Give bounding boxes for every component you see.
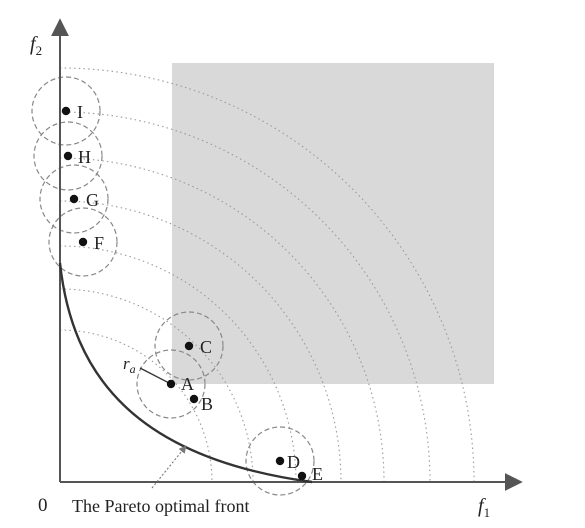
point-label-E: E — [312, 464, 323, 484]
circle-F — [48, 207, 118, 277]
point-C — [184, 341, 194, 351]
point-label-B: B — [201, 394, 213, 414]
origin-label: 0 — [38, 495, 48, 516]
pareto-front-label: The Pareto optimal front — [72, 496, 249, 516]
dominated-region — [172, 63, 494, 384]
y-axis-label: f2 — [30, 33, 42, 58]
dotted-arc-2 — [59, 288, 254, 483]
point-label-H: H — [78, 147, 91, 167]
point-label-I: I — [77, 102, 83, 122]
solution-points: I H G F CAB DE — [61, 102, 323, 484]
circle-D — [245, 426, 315, 496]
dotted-arc-1 — [59, 329, 213, 483]
circle-G — [39, 164, 109, 234]
point-G — [69, 194, 79, 204]
x-axis-label: f1 — [478, 495, 490, 520]
point-D — [275, 456, 285, 466]
dotted-arc-6 — [59, 111, 431, 483]
neighborhood-circles — [31, 76, 315, 496]
point-label-F: F — [94, 233, 104, 253]
dotted-arc-4 — [59, 200, 342, 483]
dotted-arc-5 — [59, 157, 385, 483]
circle-C — [154, 311, 224, 381]
circle-H — [33, 121, 103, 191]
point-label-C: C — [200, 337, 212, 357]
point-A — [166, 379, 176, 389]
radius-line — [139, 367, 172, 385]
point-label-A: A — [181, 374, 194, 394]
point-E — [297, 471, 307, 481]
dotted-distance-arcs — [59, 67, 475, 483]
front-annotation-arrow — [151, 445, 187, 489]
circle-I — [31, 76, 101, 146]
point-label-D: D — [287, 452, 300, 472]
pareto-front-curve — [58, 262, 313, 484]
circle-A — [136, 349, 206, 419]
point-label-G: G — [86, 190, 99, 210]
point-I — [61, 106, 71, 116]
point-F — [78, 237, 88, 247]
dotted-arc-7 — [59, 67, 475, 483]
point-H — [63, 151, 73, 161]
point-B — [189, 394, 199, 404]
radius-label: ra — [123, 354, 136, 376]
